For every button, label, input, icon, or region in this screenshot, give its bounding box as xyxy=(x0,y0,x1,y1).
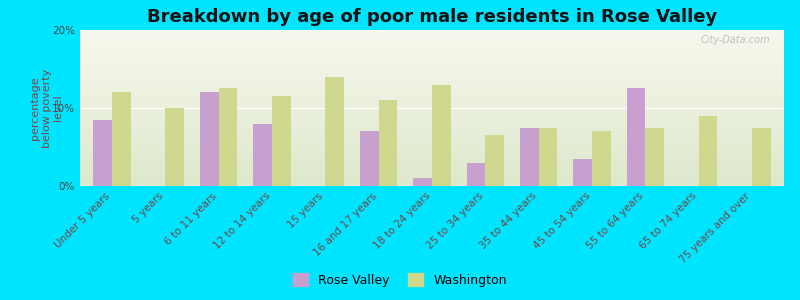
Bar xyxy=(414,178,432,186)
Bar xyxy=(94,120,112,186)
Bar xyxy=(698,116,718,186)
Legend: Rose Valley, Washington: Rose Valley, Washington xyxy=(290,270,510,291)
Bar xyxy=(112,92,130,186)
Bar xyxy=(626,88,646,186)
Bar xyxy=(200,92,218,186)
Text: City-Data.com: City-Data.com xyxy=(700,35,770,45)
Bar xyxy=(218,88,238,186)
Bar xyxy=(592,131,610,186)
Bar xyxy=(272,96,290,186)
Bar xyxy=(752,128,770,186)
Bar xyxy=(520,128,538,186)
Bar xyxy=(538,128,558,186)
Bar xyxy=(360,131,378,186)
Bar xyxy=(466,163,486,186)
Bar xyxy=(574,159,592,186)
Bar xyxy=(326,77,344,186)
Bar xyxy=(486,135,504,186)
Y-axis label: percentage
below poverty
level: percentage below poverty level xyxy=(30,68,63,148)
Bar xyxy=(646,128,664,186)
Bar xyxy=(166,108,184,186)
Bar xyxy=(432,85,450,186)
Title: Breakdown by age of poor male residents in Rose Valley: Breakdown by age of poor male residents … xyxy=(147,8,717,26)
Bar xyxy=(378,100,398,186)
Bar xyxy=(254,124,272,186)
